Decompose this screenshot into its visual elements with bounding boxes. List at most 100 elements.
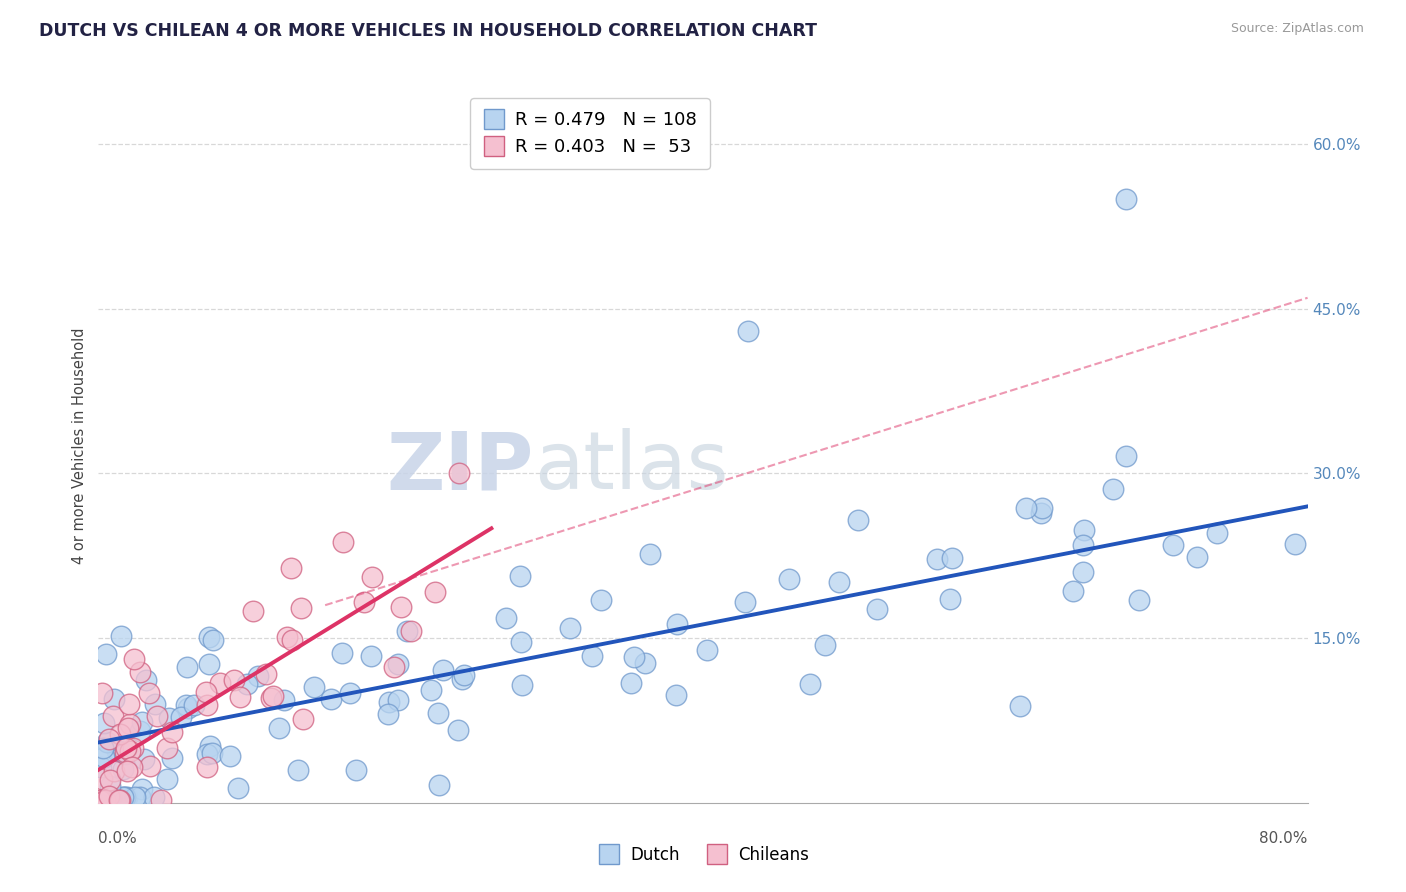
Point: [287, 764, 309, 778]
Point: [108, 727, 131, 741]
Point: [510, 678, 533, 692]
Point: [620, 676, 643, 690]
Point: [581, 649, 603, 664]
Point: [90, 792, 112, 806]
Point: [114, 745, 136, 759]
Point: [1284, 537, 1306, 551]
Point: [927, 552, 949, 566]
Point: [814, 638, 837, 652]
Point: [509, 568, 531, 582]
Point: [108, 792, 131, 806]
Point: [339, 686, 361, 700]
Point: [281, 633, 304, 648]
Point: [103, 691, 125, 706]
Point: [382, 660, 405, 674]
Point: [267, 722, 290, 736]
Point: [93, 716, 115, 731]
Point: [1115, 449, 1137, 463]
Point: [273, 693, 295, 707]
Point: [115, 764, 138, 778]
Point: [420, 683, 443, 698]
Point: [200, 747, 222, 761]
Point: [778, 573, 800, 587]
Point: [262, 689, 284, 703]
Point: [195, 747, 218, 762]
Point: [377, 695, 399, 709]
Point: [828, 574, 851, 589]
Point: [389, 599, 412, 614]
Point: [143, 697, 166, 711]
Point: [426, 706, 449, 721]
Point: [799, 677, 821, 691]
Point: [111, 790, 134, 805]
Point: [1073, 523, 1095, 537]
Point: [105, 744, 128, 758]
Point: [361, 569, 384, 583]
Point: [846, 513, 869, 527]
Point: [108, 744, 131, 758]
Point: [451, 672, 474, 686]
Point: [129, 723, 152, 738]
Point: [395, 624, 418, 639]
Text: atlas: atlas: [534, 428, 728, 507]
Point: [174, 698, 197, 712]
Point: [117, 721, 139, 735]
Point: [387, 657, 409, 671]
Point: [183, 698, 205, 712]
Point: [97, 789, 120, 803]
Point: [304, 680, 326, 694]
Point: [91, 686, 114, 700]
Point: [98, 780, 121, 794]
Point: [142, 790, 165, 805]
Point: [495, 610, 517, 624]
Point: [236, 676, 259, 690]
Point: [198, 630, 221, 644]
Point: [198, 739, 221, 754]
Point: [447, 467, 470, 481]
Point: [100, 790, 122, 805]
Point: [114, 740, 136, 755]
Point: [131, 782, 153, 797]
Point: [197, 657, 219, 672]
Point: [330, 646, 353, 660]
Point: [696, 643, 718, 657]
Point: [96, 734, 118, 748]
Point: [246, 669, 269, 683]
Point: [432, 663, 454, 677]
Text: 0.0%: 0.0%: [98, 831, 138, 847]
Point: [941, 550, 963, 565]
Point: [160, 751, 183, 765]
Point: [344, 763, 367, 777]
Point: [103, 764, 125, 778]
Point: [939, 592, 962, 607]
Point: [124, 790, 146, 805]
Legend: R = 0.479   N = 108, R = 0.403   N =  53: R = 0.479 N = 108, R = 0.403 N = 53: [470, 98, 710, 169]
Point: [377, 707, 399, 722]
Point: [224, 673, 246, 687]
Point: [162, 725, 184, 739]
Point: [638, 547, 661, 561]
Point: [1115, 192, 1137, 206]
Point: [90, 760, 112, 774]
Text: ZIP: ZIP: [387, 428, 534, 507]
Point: [280, 561, 302, 575]
Point: [117, 790, 139, 805]
Point: [734, 595, 756, 609]
Point: [139, 758, 162, 772]
Point: [1161, 538, 1184, 552]
Point: [423, 585, 446, 599]
Point: [319, 692, 342, 706]
Point: [218, 749, 240, 764]
Point: [101, 709, 124, 723]
Point: [387, 693, 409, 707]
Point: [292, 712, 315, 726]
Point: [118, 697, 141, 711]
Point: [360, 648, 382, 663]
Point: [353, 595, 375, 609]
Point: [129, 790, 152, 805]
Point: [1062, 583, 1084, 598]
Point: [114, 790, 136, 805]
Point: [226, 781, 249, 796]
Y-axis label: 4 or more Vehicles in Household: 4 or more Vehicles in Household: [72, 327, 87, 565]
Point: [156, 772, 179, 786]
